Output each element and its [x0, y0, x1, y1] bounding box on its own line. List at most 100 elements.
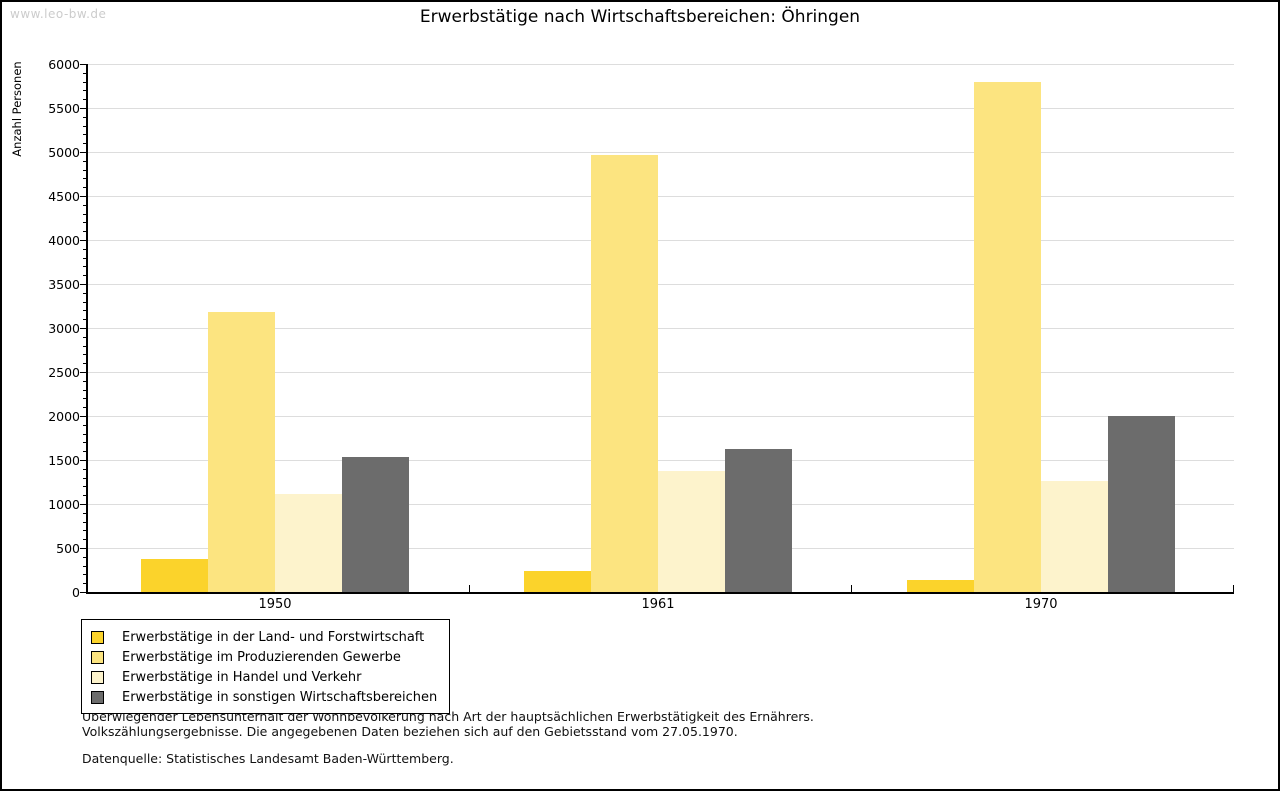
- y-minor-tick-4200: [83, 222, 87, 224]
- legend-box: Erwerbstätige in der Land- und Forstwirt…: [81, 619, 450, 714]
- y-minor-tick-2200: [83, 398, 87, 400]
- x-category-label-1950: 1950: [258, 597, 292, 612]
- y-minor-tick-4100: [83, 231, 87, 233]
- x-boundary-tick-1: [469, 585, 470, 592]
- y-minor-tick-5800: [83, 81, 87, 83]
- y-major-tick-3500: [80, 284, 87, 285]
- y-minor-tick-3700: [83, 266, 87, 268]
- legend-item-2: Erwerbstätige im Produzierenden Gewerbe: [91, 647, 439, 667]
- y-axis-line: [86, 64, 88, 593]
- y-major-tick-2000: [80, 416, 87, 417]
- y-minor-tick-3400: [83, 292, 87, 294]
- gridline-4500: [87, 196, 1234, 197]
- bar-1970-series-1: [907, 579, 974, 592]
- gridline-3500: [87, 284, 1234, 285]
- y-major-tick-0: [80, 592, 87, 593]
- y-minor-tick-900: [83, 512, 87, 514]
- gridline-4000: [87, 240, 1234, 241]
- y-minor-tick-2400: [83, 380, 87, 382]
- y-minor-tick-100: [83, 583, 87, 585]
- gridline-2500: [87, 372, 1234, 373]
- bar-1961-series-4: [725, 449, 792, 592]
- footer-note-line-2: Volkszählungsergebnisse. Die angegebenen…: [82, 723, 738, 739]
- legend-label-3: Erwerbstätige in Handel und Verkehr: [122, 669, 362, 685]
- x-category-label-1961: 1961: [641, 597, 675, 612]
- bar-1970-series-2: [974, 82, 1041, 592]
- x-axis-line: [86, 592, 1234, 594]
- y-major-tick-1500: [80, 460, 87, 461]
- y-minor-tick-4700: [83, 178, 87, 180]
- y-minor-tick-3100: [83, 319, 87, 321]
- x-category-label-1970: 1970: [1024, 597, 1058, 612]
- legend-swatch-3: [91, 670, 104, 684]
- bar-1970-series-4: [1108, 415, 1175, 592]
- gridline-6000: [87, 64, 1234, 65]
- y-minor-tick-2800: [83, 345, 87, 347]
- bar-1950-series-1: [141, 559, 208, 592]
- y-tick-label-3500: 3500: [48, 277, 80, 292]
- legend-label-1: Erwerbstätige in der Land- und Forstwirt…: [122, 629, 425, 645]
- y-major-tick-2500: [80, 372, 87, 373]
- y-minor-tick-400: [83, 556, 87, 558]
- bar-1950-series-2: [208, 312, 275, 592]
- y-minor-tick-1600: [83, 451, 87, 453]
- legend-item-1: Erwerbstätige in der Land- und Forstwirt…: [91, 627, 439, 647]
- legend-label-4: Erwerbstätige in sonstigen Wirtschaftsbe…: [122, 689, 438, 705]
- y-minor-tick-2700: [83, 354, 87, 356]
- y-minor-tick-1900: [83, 424, 87, 426]
- y-minor-tick-800: [83, 521, 87, 523]
- y-minor-tick-1700: [83, 442, 87, 444]
- y-minor-tick-1200: [83, 486, 87, 488]
- y-minor-tick-3800: [83, 257, 87, 259]
- x-boundary-tick-2: [851, 585, 852, 592]
- y-major-tick-4500: [80, 196, 87, 197]
- y-major-tick-1000: [80, 504, 87, 505]
- y-tick-label-5000: 5000: [48, 145, 80, 160]
- bar-1950-series-4: [342, 457, 409, 592]
- y-major-tick-500: [80, 548, 87, 549]
- y-tick-label-4000: 4000: [48, 233, 80, 248]
- legend-swatch-4: [91, 690, 104, 704]
- footer-notes: Überwiegender Lebensunterhalt der Wohnbe…: [82, 709, 814, 739]
- y-major-tick-4000: [80, 240, 87, 241]
- legend-item-4: Erwerbstätige in sonstigen Wirtschaftsbe…: [91, 687, 439, 707]
- y-tick-label-4500: 4500: [48, 189, 80, 204]
- y-minor-tick-1100: [83, 495, 87, 497]
- y-minor-tick-5700: [83, 90, 87, 92]
- y-minor-tick-3300: [83, 301, 87, 303]
- y-tick-label-2500: 2500: [48, 365, 80, 380]
- legend-swatch-2: [91, 650, 104, 664]
- y-minor-tick-5600: [83, 99, 87, 101]
- bar-1961-series-1: [524, 571, 591, 592]
- y-major-tick-6000: [80, 64, 87, 65]
- gridline-2000: [87, 416, 1234, 417]
- watermark: www.leo-bw.de: [10, 7, 107, 21]
- y-minor-tick-1300: [83, 477, 87, 479]
- y-minor-tick-5900: [83, 72, 87, 74]
- y-minor-tick-200: [83, 574, 87, 576]
- y-tick-label-5500: 5500: [48, 101, 80, 116]
- legend-label-2: Erwerbstätige im Produzierenden Gewerbe: [122, 649, 401, 665]
- y-tick-label-0: 0: [72, 585, 80, 600]
- legend-swatch-1: [91, 630, 104, 644]
- x-boundary-tick-3: [1233, 585, 1234, 592]
- x-boundary-tick-0: [87, 585, 88, 592]
- y-minor-tick-4400: [83, 204, 87, 206]
- y-minor-tick-2100: [83, 407, 87, 409]
- y-minor-tick-4800: [83, 169, 87, 171]
- y-minor-tick-5400: [83, 116, 87, 118]
- footer-source: Datenquelle: Statistisches Landesamt Bad…: [82, 751, 454, 766]
- y-minor-tick-4600: [83, 187, 87, 189]
- y-minor-tick-5300: [83, 125, 87, 127]
- bar-1961-series-2: [591, 154, 658, 592]
- y-minor-tick-3600: [83, 275, 87, 277]
- y-major-tick-3000: [80, 328, 87, 329]
- y-minor-tick-5100: [83, 143, 87, 145]
- y-minor-tick-3900: [83, 248, 87, 250]
- y-tick-label-500: 500: [56, 541, 80, 556]
- y-minor-tick-1800: [83, 433, 87, 435]
- y-minor-tick-600: [83, 539, 87, 541]
- y-tick-label-2000: 2000: [48, 409, 80, 424]
